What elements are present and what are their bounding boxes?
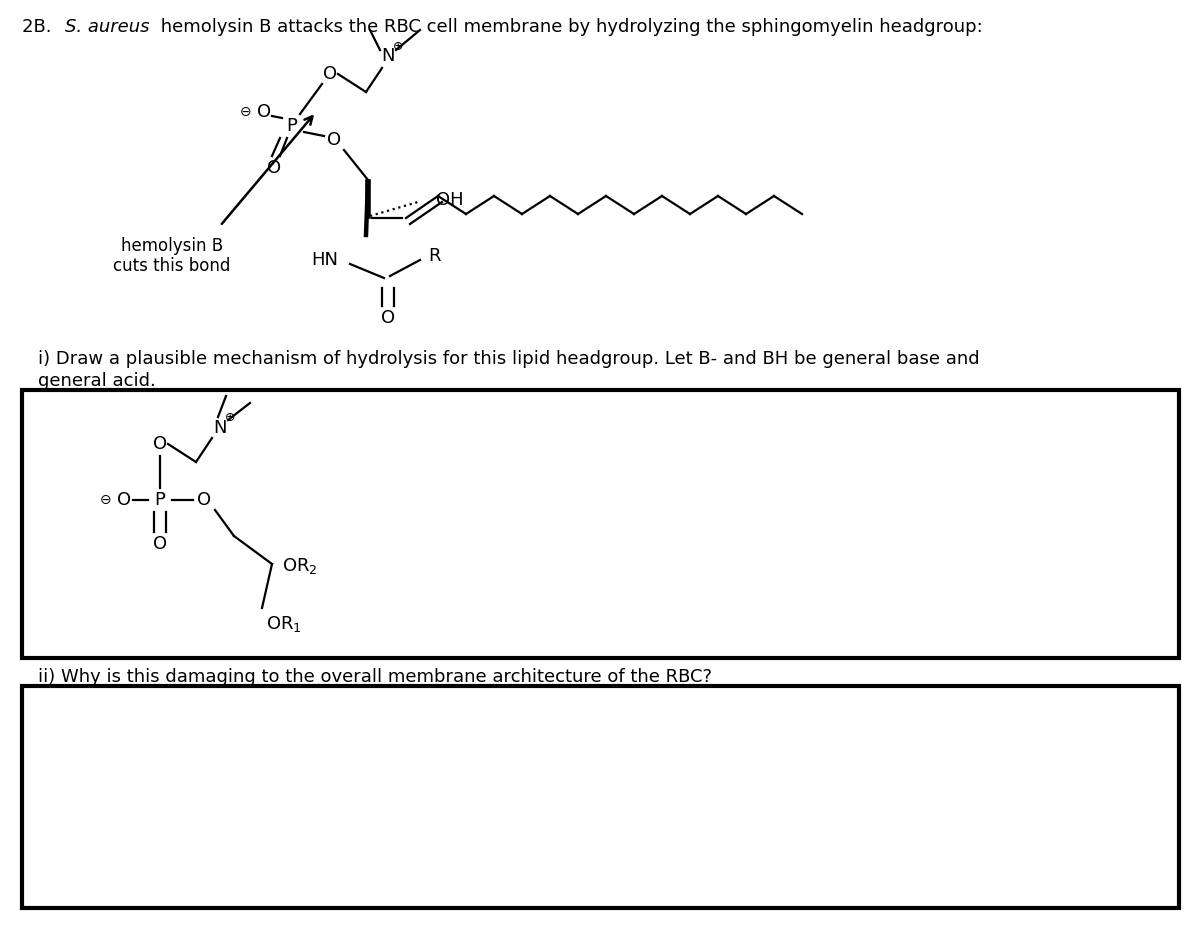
Text: O: O — [197, 491, 211, 509]
Text: O: O — [257, 103, 271, 121]
Text: ⊖: ⊖ — [100, 493, 112, 507]
Text: ii) Why is this damaging to the overall membrane architecture of the RBC?: ii) Why is this damaging to the overall … — [38, 668, 712, 686]
Text: O: O — [326, 131, 341, 149]
Text: O: O — [152, 435, 167, 453]
Bar — [22, 390, 1178, 658]
Text: ⊕: ⊕ — [224, 411, 235, 424]
Text: OH: OH — [436, 191, 463, 209]
Text: 2B.: 2B. — [22, 18, 58, 36]
Text: P: P — [287, 117, 298, 135]
Text: OR$_1$: OR$_1$ — [266, 614, 301, 634]
Text: cuts this bond: cuts this bond — [113, 257, 230, 275]
Text: HN: HN — [311, 251, 338, 269]
Text: hemolysin B: hemolysin B — [121, 237, 223, 255]
Text: general acid.: general acid. — [38, 372, 156, 390]
Text: O: O — [380, 309, 395, 327]
Text: N: N — [214, 419, 227, 437]
Text: i) Draw a plausible mechanism of hydrolysis for this lipid headgroup. Let B- and: i) Draw a plausible mechanism of hydroly… — [38, 350, 979, 368]
Text: ⊕: ⊕ — [392, 40, 403, 53]
Text: OR$_2$: OR$_2$ — [282, 556, 318, 576]
Text: O: O — [323, 65, 337, 83]
Text: P: P — [155, 491, 166, 509]
Text: N: N — [382, 47, 395, 65]
Text: hemolysin B attacks the RBC cell membrane by hydrolyzing the sphingomyelin headg: hemolysin B attacks the RBC cell membran… — [155, 18, 983, 36]
Bar — [22, 686, 1178, 908]
Text: O: O — [266, 159, 281, 177]
Text: ⊖: ⊖ — [240, 105, 252, 119]
Text: O: O — [152, 535, 167, 553]
Text: R: R — [428, 247, 440, 265]
Text: S. aureus: S. aureus — [65, 18, 150, 36]
Text: O: O — [116, 491, 131, 509]
